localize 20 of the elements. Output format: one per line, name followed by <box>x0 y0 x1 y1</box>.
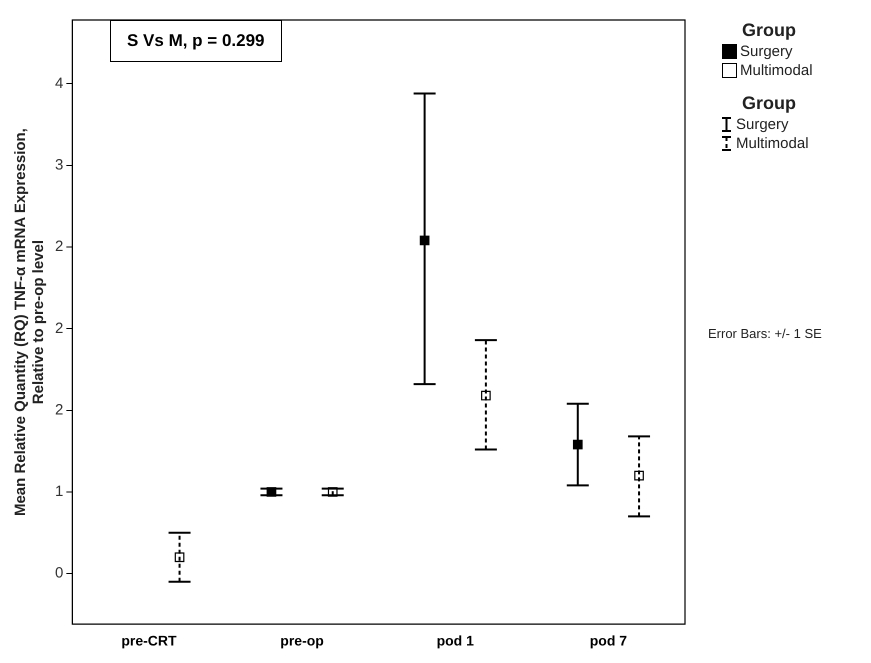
annotation: S Vs M, p = 0.299 <box>110 20 282 62</box>
text: Multimodal <box>740 62 813 79</box>
y-axis-title: Mean Relative Quantity (RQ) TNF-α mRNA Expression, Relative to pre-op level <box>12 128 48 516</box>
legend-title: Group <box>742 20 797 41</box>
x-tick-label: pod 1 <box>436 632 474 648</box>
y-tick-label: 3 <box>55 156 64 174</box>
text: Surgery <box>740 43 793 60</box>
y-tick-label: 2 <box>55 401 64 418</box>
legend-label: Surgery <box>736 116 789 133</box>
x-tick-label: pre-CRT <box>121 632 177 648</box>
text: Error Bars: +/- 1 SE <box>708 326 822 341</box>
y-tick-label: 2 <box>55 238 64 256</box>
text: Group <box>742 93 796 113</box>
y-tick-label: 1 <box>55 483 64 500</box>
y-tick-label: 4 <box>55 74 64 92</box>
y-tick-label: 0 <box>55 564 64 582</box>
y-tick-label: 2 <box>55 320 64 337</box>
x-tick-label: pod 7 <box>590 632 628 648</box>
x-tick-label: pre-op <box>280 632 324 648</box>
legend-label: Multimodal <box>736 135 809 152</box>
